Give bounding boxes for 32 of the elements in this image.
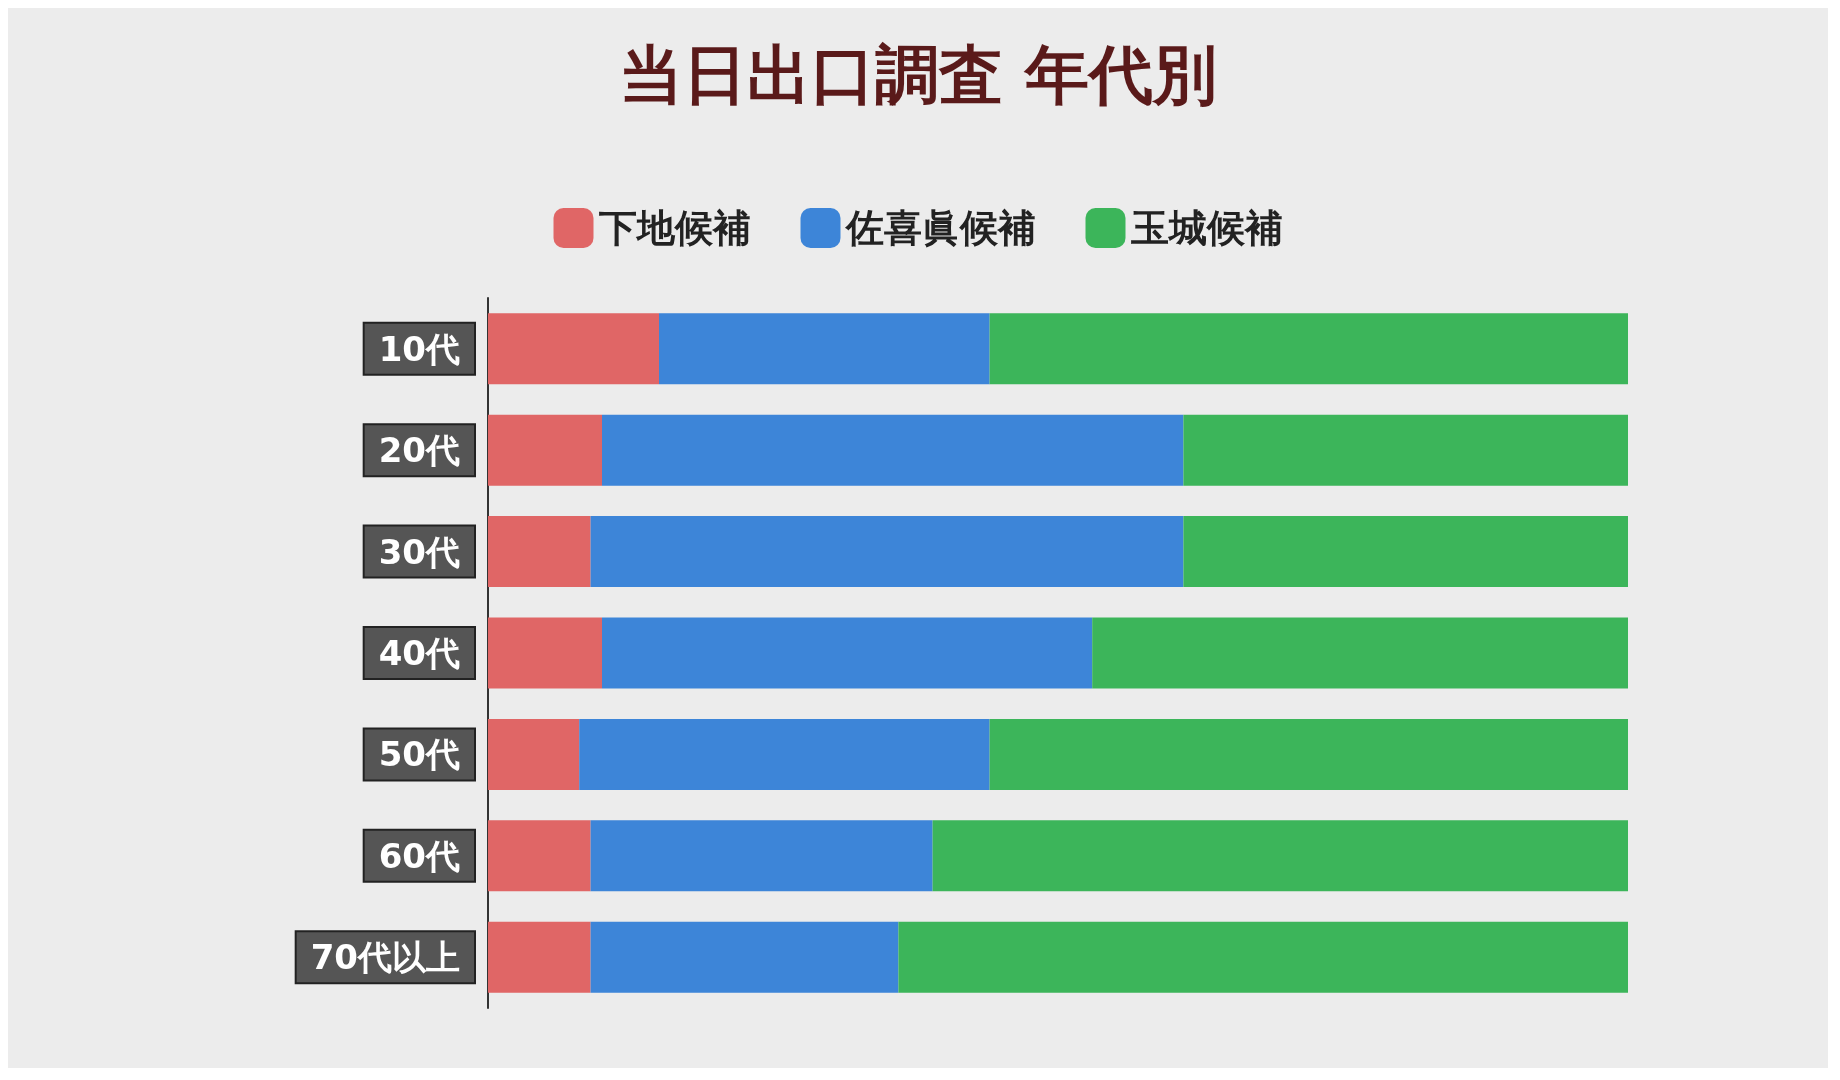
- bar: [659, 313, 990, 385]
- bar: [602, 617, 1093, 689]
- bar: [488, 718, 580, 790]
- legend-label: 佐喜眞候補: [843, 206, 1036, 250]
- bar: [579, 718, 990, 790]
- bar: [602, 414, 1184, 486]
- bar: [488, 414, 602, 486]
- bar: [590, 516, 1184, 588]
- bar: [590, 921, 899, 993]
- bar: [989, 313, 1628, 385]
- bar: [1183, 516, 1628, 588]
- bar: [488, 617, 602, 689]
- bar: [488, 516, 591, 588]
- bar: [488, 921, 591, 993]
- y-tick-label: 40代: [378, 633, 460, 673]
- legend-label: 下地候補: [598, 206, 751, 250]
- bar: [898, 921, 1628, 993]
- legend-label: 玉城候補: [1130, 206, 1283, 250]
- bar: [1092, 617, 1628, 689]
- y-tick-label: 70代以上: [310, 937, 460, 978]
- y-tick-label: 30代: [378, 531, 460, 572]
- bar: [590, 820, 933, 892]
- bar: [1183, 414, 1628, 486]
- y-tick-label: 50代: [378, 734, 460, 775]
- y-tick-label: 10代: [378, 328, 460, 369]
- y-tick-label: 60代: [378, 835, 460, 876]
- chart-title: 当日出口調査 年代別: [618, 38, 1218, 112]
- bar: [932, 820, 1628, 892]
- bar: [989, 718, 1628, 790]
- bar: [488, 313, 659, 385]
- bar: [488, 820, 591, 892]
- y-tick-label: 20代: [378, 430, 460, 471]
